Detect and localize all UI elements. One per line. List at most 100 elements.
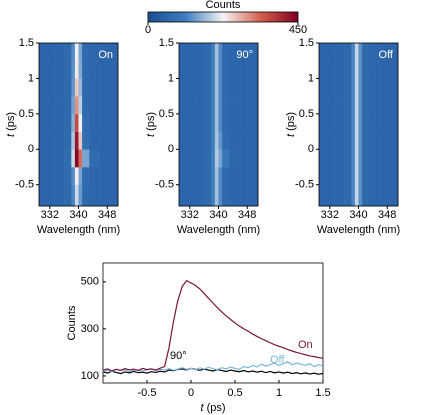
- heatmap-cell: [222, 96, 230, 115]
- heatmap-cell: [344, 113, 352, 132]
- x-tick-label: 340: [69, 209, 87, 221]
- heatmap-cell: [214, 131, 219, 150]
- x-tick-label: 332: [321, 209, 339, 221]
- series-label: 90°: [170, 350, 187, 362]
- colorbar-tick-label: 0: [145, 24, 151, 36]
- heatmap-cell: [89, 43, 101, 62]
- heatmap-cell: [362, 167, 370, 186]
- heatmap-cell: [100, 131, 119, 150]
- heatmap-cell: [351, 167, 356, 186]
- heatmap-cell: [39, 96, 54, 115]
- panel-label: Off: [379, 49, 394, 61]
- x-tick-label: 348: [378, 209, 396, 221]
- x-axis-label: t (ps): [200, 402, 225, 414]
- heatmap-cell: [362, 149, 370, 168]
- heatmap-cell: [211, 60, 216, 79]
- heatmap-cell: [380, 167, 399, 186]
- heatmap-cell: [319, 149, 334, 168]
- heatmap-cell: [344, 167, 352, 186]
- heatmap-cell: [344, 184, 352, 207]
- heatmap-cell: [82, 149, 90, 168]
- heatmap-cell: [358, 131, 363, 150]
- heatmap-cell: [222, 113, 230, 132]
- y-axis-label: t (ps): [5, 112, 17, 137]
- heatmap-cell: [211, 149, 216, 168]
- x-axis-label: Wavelength (nm): [317, 224, 400, 236]
- heatmap-cell: [64, 113, 72, 132]
- heatmap-cell: [344, 96, 352, 115]
- heatmap-cell: [179, 184, 194, 207]
- x-tick-label: 348: [98, 209, 116, 221]
- heatmap-cell: [362, 78, 370, 97]
- heatmap-cell: [71, 60, 76, 79]
- heatmap-cell: [100, 167, 119, 186]
- heatmap-cell: [222, 78, 230, 97]
- heatmap-cell: [369, 43, 381, 62]
- x-tick-label: 332: [41, 209, 59, 221]
- heatmap-cell: [39, 43, 54, 62]
- y-tick-label: 0: [168, 143, 174, 155]
- heatmap-cell: [354, 60, 359, 79]
- heatmap-cell: [78, 96, 83, 115]
- heatmap-cell: [74, 43, 79, 62]
- heatmap-cell: [362, 43, 370, 62]
- heatmap-cell: [100, 149, 119, 168]
- heatmap-cell: [214, 167, 219, 186]
- heatmap-cell: [53, 149, 65, 168]
- heatmap-cell: [351, 60, 356, 79]
- heatmap-cell: [214, 113, 219, 132]
- heatmap-cell: [358, 184, 363, 207]
- heatmap-cell: [333, 149, 345, 168]
- heatmap-cell: [193, 113, 205, 132]
- heatmap-cell: [319, 131, 334, 150]
- heatmap-cell: [64, 43, 72, 62]
- x-axis-label: Wavelength (nm): [37, 224, 120, 236]
- heatmap-cell: [82, 184, 90, 207]
- heatmap-cell: [344, 43, 352, 62]
- heatmap-cell: [369, 184, 381, 207]
- heatmap-cell: [82, 131, 90, 150]
- heatmap-cell: [222, 131, 230, 150]
- heatmap-cell: [53, 184, 65, 207]
- heatmap-cell: [351, 131, 356, 150]
- heatmap-cell: [78, 43, 83, 62]
- heatmap-cell: [39, 113, 54, 132]
- heatmap-cell: [214, 149, 219, 168]
- heatmap-cell: [39, 60, 54, 79]
- x-tick-label: 340: [209, 209, 227, 221]
- heatmap-cell: [362, 113, 370, 132]
- heatmap-cell: [218, 78, 223, 97]
- y-tick-label: 1.5: [299, 37, 314, 49]
- heatmap-cell: [354, 113, 359, 132]
- heatmap-cell: [74, 149, 79, 168]
- heatmap-cell: [362, 131, 370, 150]
- heatmap-cell: [193, 149, 205, 168]
- heatmap-cell: [380, 149, 399, 168]
- heatmap-cell: [319, 113, 334, 132]
- heatmap-cell: [39, 184, 54, 207]
- y-tick-label: 1.5: [159, 37, 174, 49]
- plot-area: [103, 279, 323, 375]
- heatmap-cell: [222, 60, 230, 79]
- heatmap-cell: [179, 131, 194, 150]
- heatmap-cell: [369, 113, 381, 132]
- heatmap-cell: [179, 167, 194, 186]
- heatmap-cell: [358, 149, 363, 168]
- heatmap-cell: [71, 113, 76, 132]
- y-tick-label: 300: [81, 323, 99, 335]
- heatmap-cell: [333, 96, 345, 115]
- heatmap-cell: [351, 113, 356, 132]
- heatmap-cell: [319, 78, 334, 97]
- heatmap-cell: [344, 149, 352, 168]
- heatmap-cell: [344, 131, 352, 150]
- x-tick-label: 1.5: [315, 387, 330, 399]
- heatmap-cell: [53, 43, 65, 62]
- heatmap-cell: [380, 43, 399, 62]
- x-tick-label: 0: [188, 387, 194, 399]
- colorbar: [147, 11, 299, 23]
- heatmap-cell: [214, 96, 219, 115]
- heatmap-cell: [211, 113, 216, 132]
- heatmap-cell: [354, 167, 359, 186]
- heatmap-cell: [333, 78, 345, 97]
- heatmap-cell: [64, 60, 72, 79]
